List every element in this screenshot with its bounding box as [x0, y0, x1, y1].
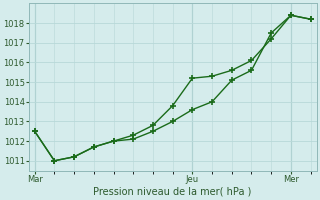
X-axis label: Pression niveau de la mer( hPa ): Pression niveau de la mer( hPa ) — [93, 187, 252, 197]
